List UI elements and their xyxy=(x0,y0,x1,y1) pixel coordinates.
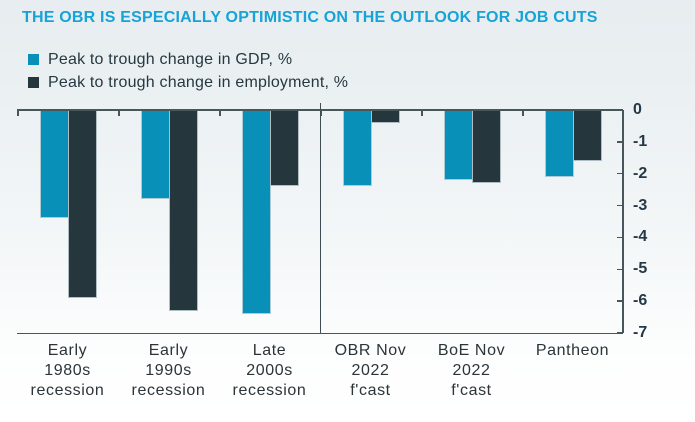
x-axis-label: Late 2000s recession xyxy=(214,341,326,401)
x-axis-label-line: f'cast xyxy=(451,382,492,399)
right-axis-line xyxy=(622,110,624,333)
x-axis-label-line: Early xyxy=(47,342,88,359)
x-axis-label-line: 1980s xyxy=(44,362,91,379)
category-boundary-tick xyxy=(219,111,221,116)
x-axis-label: Early 1990s recession xyxy=(113,341,225,401)
bar-employment-5 xyxy=(573,110,602,161)
y-axis-label: -2 xyxy=(633,164,648,182)
x-axis-label-line: OBR Nov xyxy=(334,342,407,359)
legend: Peak to trough change in GDP, % Peak to … xyxy=(28,48,348,94)
x-axis-label-line: Late xyxy=(252,342,287,359)
y-axis-label: -4 xyxy=(633,228,648,246)
y-axis-label: -5 xyxy=(633,260,648,278)
x-axis-label-line: 1990s xyxy=(145,362,192,379)
x-axis-label: OBR Nov 2022 f'cast xyxy=(315,341,427,401)
y-axis-tick xyxy=(617,268,623,271)
x-axis-label-line: recession xyxy=(232,382,307,399)
y-axis-tick xyxy=(617,300,623,302)
y-axis-label: -3 xyxy=(633,196,648,214)
y-axis-tick xyxy=(617,204,623,207)
gdp-swatch-icon xyxy=(28,54,39,65)
y-axis-tick xyxy=(617,141,623,143)
legend-label-gdp: Peak to trough change in GDP, % xyxy=(48,50,293,68)
bar-employment-4 xyxy=(472,110,501,184)
bottom-axis-line xyxy=(17,332,623,334)
x-axis-label-line: 2000s xyxy=(246,362,293,379)
legend-item-employment: Peak to trough change in employment, % xyxy=(28,71,348,94)
category-boundary-tick xyxy=(118,111,120,116)
y-axis-label: -6 xyxy=(633,292,648,310)
page-title: THE OBR IS ESPECIALLY OPTIMISTIC ON THE … xyxy=(22,9,598,26)
bar-gdp-3 xyxy=(342,110,372,187)
y-axis-tick xyxy=(617,332,623,334)
y-axis-tick xyxy=(617,236,623,239)
bar-employment-2 xyxy=(270,110,299,187)
legend-item-gdp: Peak to trough change in GDP, % xyxy=(28,48,348,71)
category-boundary-tick xyxy=(621,111,623,116)
y-axis-label: -7 xyxy=(633,324,648,341)
y-axis-tick xyxy=(617,172,623,175)
x-axis-label-line: Pantheon xyxy=(535,342,610,359)
category-boundary-tick xyxy=(421,111,423,116)
x-axis-label-line: 2022 xyxy=(452,362,491,379)
x-axis-label: BoE Nov 2022 f'cast xyxy=(416,341,528,401)
x-axis-label-line: BoE Nov xyxy=(437,342,506,359)
category-boundary-tick xyxy=(522,111,524,116)
x-axis-label-line: recession xyxy=(131,382,206,399)
y-axis-label: 0 xyxy=(633,101,642,118)
x-axis-label-line: f'cast xyxy=(350,382,391,399)
y-axis-tick xyxy=(617,109,623,111)
bar-gdp-5 xyxy=(544,110,574,177)
x-axis-label-line: Early xyxy=(148,342,189,359)
plot-area xyxy=(17,103,624,334)
bar-gdp-1 xyxy=(140,110,170,200)
bar-gdp-4 xyxy=(443,110,473,181)
x-axis-label: Pantheon xyxy=(517,341,629,361)
historical-forecast-divider xyxy=(320,103,322,333)
bar-employment-1 xyxy=(169,110,198,311)
x-axis-label-line: 2022 xyxy=(351,362,390,379)
bar-gdp-0 xyxy=(39,110,69,219)
bar-gdp-2 xyxy=(241,110,271,314)
x-axis-label-line: recession xyxy=(30,382,105,399)
legend-label-employment: Peak to trough change in employment, % xyxy=(48,73,349,91)
category-boundary-tick xyxy=(17,111,19,116)
y-axis-label: -1 xyxy=(633,132,648,150)
employment-swatch-icon xyxy=(28,77,39,88)
bar-employment-0 xyxy=(68,110,97,298)
bar-employment-3 xyxy=(371,110,400,123)
x-axis-label: Early 1980s recession xyxy=(12,341,124,401)
